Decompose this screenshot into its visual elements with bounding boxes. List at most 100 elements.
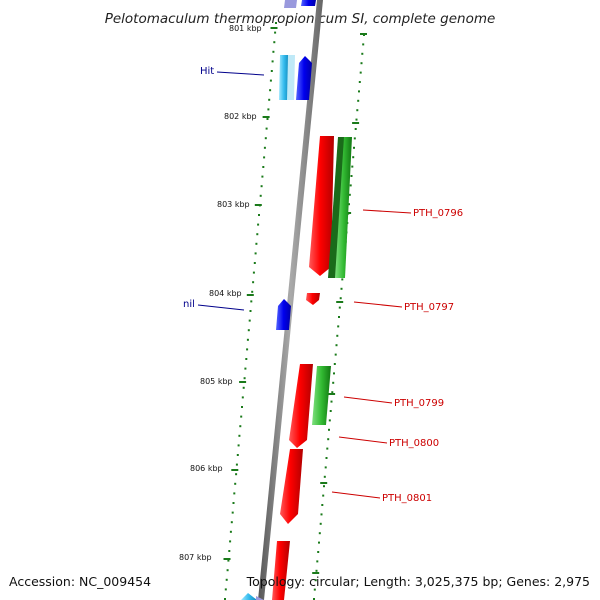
scale-dot [268, 98, 271, 101]
scale-dot [264, 137, 267, 140]
scale-dot [333, 372, 335, 375]
scale-dot [325, 457, 328, 459]
label-pth-0797[interactable]: PTH_0797 [404, 302, 454, 313]
scale-dot [353, 146, 355, 149]
scale-dot [349, 184, 352, 187]
scale-dot [338, 306, 341, 309]
scale-dot [267, 108, 270, 111]
scale-dot [353, 137, 356, 140]
hit-callout-line [216, 71, 265, 76]
scale-major-tick [270, 27, 278, 29]
gene-bottom-lavender[interactable] [256, 596, 264, 600]
left-scale-track [223, 22, 278, 600]
scale-dot [246, 348, 249, 351]
scale-label-804: 804 kbp [209, 289, 242, 298]
scale-dot [351, 165, 354, 168]
scale-dot [270, 70, 273, 72]
map-title: Pelotomaculum thermopropionicum SI, comp… [105, 11, 496, 27]
label-hit[interactable]: Hit [200, 66, 214, 77]
scale-dot [320, 513, 323, 516]
scale-dot [254, 252, 257, 255]
scale-dot [332, 381, 335, 384]
scale-major-tick [254, 204, 262, 206]
gene-bottom-red[interactable] [272, 541, 290, 600]
scale-dot [272, 50, 275, 53]
scale-dot [348, 203, 350, 206]
scale-dot [362, 43, 365, 46]
footer-accession: Accession: NC_009454 [9, 574, 151, 589]
hit-gene-light[interactable] [287, 55, 295, 100]
scale-major-tick [352, 122, 360, 124]
footer-topology: Topology: circular; Length: 3,025,375 bp… [246, 574, 590, 589]
scale-dot [266, 118, 269, 120]
scale-dot [313, 588, 316, 591]
pth-0796-callout-line [362, 209, 412, 214]
gene-pth-0800[interactable] [289, 364, 313, 448]
scale-dot [263, 146, 266, 149]
scale-label-801: 801 kbp [229, 24, 262, 33]
scale-dot [336, 334, 339, 337]
genome-backbone [258, 0, 323, 600]
scale-dot [318, 541, 320, 544]
pth-0801-callout-line [331, 491, 381, 499]
scale-dot [318, 532, 321, 535]
scale-major-tick [223, 558, 231, 560]
scale-dot [316, 560, 319, 563]
scale-dot [238, 434, 241, 437]
gene-bottom-cyan[interactable] [241, 593, 257, 600]
scale-dot [236, 454, 239, 456]
scale-dot [323, 485, 325, 488]
scale-dot [231, 511, 234, 514]
label-pth-0800[interactable]: PTH_0800 [389, 438, 439, 449]
scale-major-tick [246, 294, 254, 296]
scale-dot [261, 175, 264, 178]
scale-dot [258, 214, 260, 216]
scale-dot [341, 278, 344, 281]
scale-dot [319, 522, 322, 525]
scale-dot [350, 175, 353, 177]
scale-dot [233, 492, 236, 495]
gene-pth-0799[interactable] [312, 366, 331, 425]
scale-dot [228, 550, 231, 552]
scale-dot [244, 367, 247, 370]
scale-dot [249, 310, 252, 312]
scale-dot [229, 530, 232, 533]
scale-dot [327, 438, 330, 441]
gene-pth-0796[interactable] [309, 136, 334, 276]
scale-dot [339, 297, 342, 300]
scale-dot [248, 319, 251, 322]
scale-dot [328, 419, 331, 422]
scale-dot [358, 90, 360, 93]
label-nil[interactable]: nil [183, 299, 195, 310]
gene-top-right[interactable] [301, 0, 316, 6]
label-pth-0799[interactable]: PTH_0799 [394, 398, 444, 409]
scale-dot [348, 193, 351, 196]
scale-dot [321, 504, 324, 506]
scale-dot [260, 185, 263, 188]
scale-label-802: 802 kbp [224, 112, 257, 121]
scale-dot [275, 22, 277, 24]
hit-gene-blue[interactable] [296, 56, 312, 100]
hit-gene-cyan[interactable] [279, 55, 289, 100]
scale-label-805: 805 kbp [200, 377, 233, 386]
scale-dot [335, 344, 338, 347]
scale-dot [355, 118, 358, 121]
gene-top-left[interactable] [284, 0, 297, 8]
scale-dot [262, 166, 265, 168]
scale-dot [314, 579, 317, 582]
gene-pth-0797[interactable] [306, 293, 320, 305]
scale-dot [334, 353, 337, 356]
label-pth-0796[interactable]: PTH_0796 [413, 208, 463, 219]
nil-gene-blue[interactable] [276, 299, 291, 330]
gene-green-0796[interactable] [335, 137, 352, 278]
scale-dot [273, 41, 276, 44]
scale-dot [246, 338, 249, 341]
scale-label-803: 803 kbp [217, 200, 250, 209]
scale-major-tick [336, 301, 344, 303]
scale-major-tick [320, 482, 328, 484]
gene-pth-0801[interactable] [280, 449, 303, 524]
label-pth-0801[interactable]: PTH_0801 [382, 493, 432, 504]
gene-green-dark[interactable] [328, 137, 346, 278]
scale-dot [313, 598, 315, 600]
